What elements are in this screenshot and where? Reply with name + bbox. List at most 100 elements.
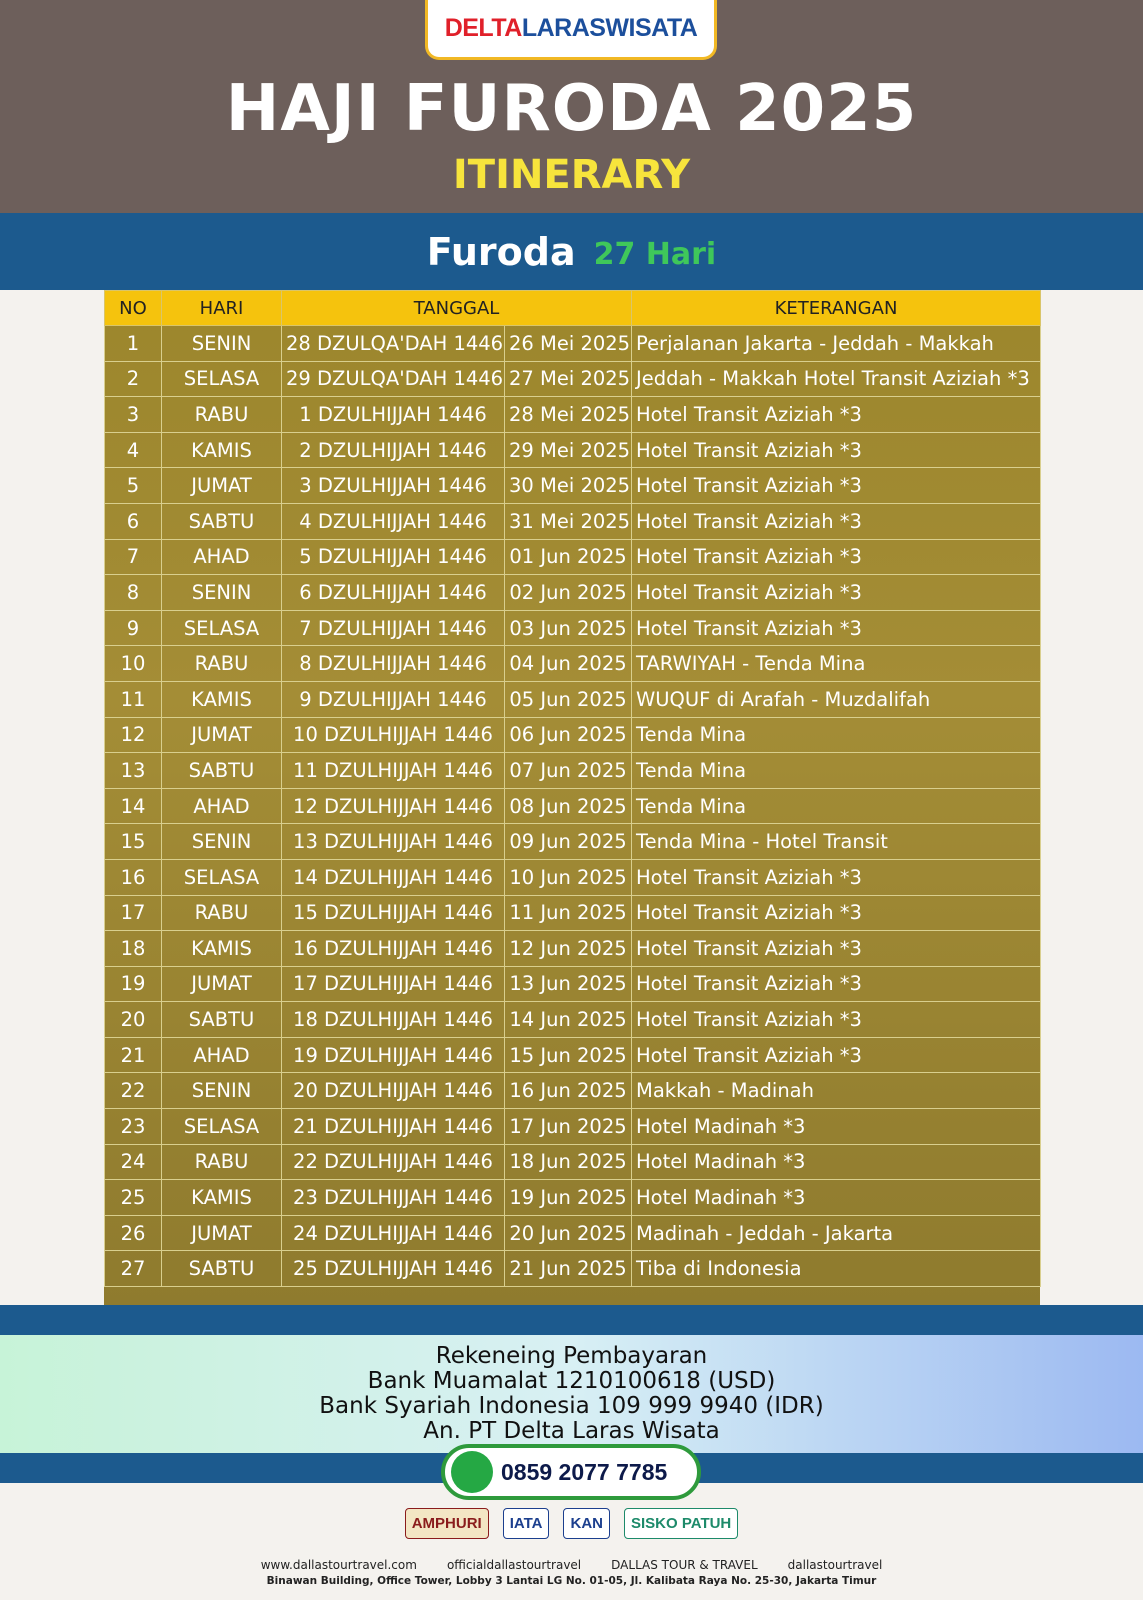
cell: 20 xyxy=(104,1001,162,1038)
footer-link[interactable]: www.dallastourtravel.com xyxy=(260,1558,417,1572)
itinerary-table: NO HARI TANGGAL KETERANGAN 1 SENIN 28 DZULQA'… xyxy=(104,290,1041,1288)
cell: SELASA xyxy=(161,360,282,398)
footer-link[interactable]: DALLAS TOUR & TRAVEL xyxy=(611,1558,758,1572)
itinerary-row: 1 SENIN 28 DZULQA'DAH 1446 26 Mei 2025 Perja… xyxy=(104,325,1041,362)
cell: Tenda Mina xyxy=(631,787,1041,825)
payment-line: An. PT Delta Laras Wisata xyxy=(423,1418,720,1444)
itinerary-row: 27 SABTU 25 DZULHIJJAH 1446 21 Jun 2025 Tiba… xyxy=(104,1250,1041,1288)
footer-link[interactable]: dallastourtravel xyxy=(787,1558,883,1572)
itinerary-row: 12 JUMAT 10 DZULHIJJAH 1446 06 Jun 2025 Tend… xyxy=(104,716,1041,754)
cell: 18 Jun 2025 xyxy=(504,1143,632,1181)
cell: SELASA xyxy=(161,609,282,647)
cell: 25 DZULHIJJAH 1446 xyxy=(281,1250,505,1288)
cell: SABTU xyxy=(161,502,282,540)
cell: 10 xyxy=(104,645,162,682)
cell: 18 xyxy=(104,930,162,967)
cell: 07 Jun 2025 xyxy=(504,752,632,789)
cell: TARWIYAH - Tenda Mina xyxy=(631,645,1041,682)
cell: SENIN xyxy=(161,325,282,362)
cell: 11 Jun 2025 xyxy=(504,894,632,932)
cell: 6 DZULHIJJAH 1446 xyxy=(281,574,505,611)
payment-line: Bank Syariah Indonesia 109 999 9940 (IDR… xyxy=(319,1393,824,1419)
cell: Hotel Madinah *3 xyxy=(631,1179,1041,1216)
cell: 13 xyxy=(104,752,162,789)
cell: 2 xyxy=(104,360,162,398)
cell: 30 Mei 2025 xyxy=(504,467,632,504)
phone-icon xyxy=(451,1451,493,1493)
cell: WUQUF di Arafah - Muzdalifah xyxy=(631,680,1041,718)
cell: Tenda Mina xyxy=(631,716,1041,754)
itinerary-row: 16 SELASA 14 DZULHIJJAH 1446 10 Jun 2025 Hot… xyxy=(104,858,1041,896)
itinerary-row: 8 SENIN 6 DZULHIJJAH 1446 02 Jun 2025 Hotel … xyxy=(104,574,1041,611)
cell: 14 DZULHIJJAH 1446 xyxy=(281,858,505,896)
footer-link[interactable]: officialdallastourtravel xyxy=(446,1558,582,1572)
cell: 19 Jun 2025 xyxy=(504,1179,632,1216)
cell: Hotel Transit Aziziah *3 xyxy=(631,431,1041,469)
cell: 9 xyxy=(104,609,162,647)
cell: JUMAT xyxy=(161,1214,282,1252)
cell: 4 xyxy=(104,431,162,469)
cell: Hotel Transit Aziziah *3 xyxy=(631,574,1041,611)
cell: Hotel Transit Aziziah *3 xyxy=(631,396,1041,433)
cell: 26 Mei 2025 xyxy=(504,325,632,362)
cell: 31 Mei 2025 xyxy=(504,502,632,540)
cell: 15 xyxy=(104,823,162,860)
cell: Tenda Mina - Hotel Transit xyxy=(631,823,1041,860)
cell: 24 xyxy=(104,1143,162,1181)
partner-logo: KAN xyxy=(563,1508,610,1539)
cell: AHAD xyxy=(161,538,282,576)
itinerary-row: 6 SABTU 4 DZULHIJJAH 1446 31 Mei 2025 Hotel … xyxy=(104,502,1041,540)
cell: 23 DZULHIJJAH 1446 xyxy=(281,1179,505,1216)
partner-logo: SISKO PATUH xyxy=(623,1508,739,1539)
cell: 4 DZULHIJJAH 1446 xyxy=(281,502,505,540)
cell: 06 Jun 2025 xyxy=(504,716,632,754)
cell: SABTU xyxy=(161,1250,282,1288)
cell: Makkah - Madinah xyxy=(631,1072,1041,1110)
logo-part: LARASWISATA xyxy=(521,14,698,42)
logo: DELTA LARASWISATA xyxy=(425,0,717,60)
itinerary-row: 5 JUMAT 3 DZULHIJJAH 1446 30 Mei 2025 Hotel … xyxy=(104,467,1041,504)
cell: KAMIS xyxy=(161,680,282,718)
cell: 23 xyxy=(104,1108,162,1145)
cell: KAMIS xyxy=(161,431,282,469)
cell: 04 Jun 2025 xyxy=(504,645,632,682)
cell: 17 Jun 2025 xyxy=(504,1108,632,1145)
itinerary: NO HARI TANGGAL KETERANGAN 1 SENIN 28 DZULQA'… xyxy=(104,290,1041,1305)
cell: 16 Jun 2025 xyxy=(504,1072,632,1110)
cell: 09 Jun 2025 xyxy=(504,823,632,860)
itinerary-row: 20 SABTU 18 DZULHIJJAH 1446 14 Jun 2025 Hote… xyxy=(104,1001,1041,1038)
itinerary-row: 9 SELASA 7 DZULHIJJAH 1446 03 Jun 2025 Hotel… xyxy=(104,609,1041,647)
cell: 17 xyxy=(104,894,162,932)
itinerary-row: 7 AHAD 5 DZULHIJJAH 1446 01 Jun 2025 Hotel T… xyxy=(104,538,1041,576)
cell: RABU xyxy=(161,1143,282,1181)
cell: 13 DZULHIJJAH 1446 xyxy=(281,823,505,860)
banner: Furoda 27 Hari xyxy=(0,213,1143,290)
header-row: NO HARI TANGGAL KETERANGAN xyxy=(104,290,1041,326)
cell: 2 DZULHIJJAH 1446 xyxy=(281,431,505,469)
column-header: TANGGAL xyxy=(281,290,632,326)
cell: Hotel Madinah *3 xyxy=(631,1108,1041,1145)
itinerary-row: 21 AHAD 19 DZULHIJJAH 1446 15 Jun 2025 Hotel… xyxy=(104,1036,1041,1074)
cell: SELASA xyxy=(161,858,282,896)
phone-button[interactable]: 0859 2077 7785 xyxy=(441,1444,701,1500)
itinerary-row: 23 SELASA 21 DZULHIJJAH 1446 17 Jun 2025 Hot… xyxy=(104,1108,1041,1145)
cell: 29 DZULQA'DAH 1446 xyxy=(281,360,505,398)
cell: SENIN xyxy=(161,823,282,860)
column-header: HARI xyxy=(161,290,282,326)
itinerary-row: 14 AHAD 12 DZULHIJJAH 1446 08 Jun 2025 Tenda… xyxy=(104,787,1041,825)
cell: RABU xyxy=(161,645,282,682)
itinerary-row: 25 KAMIS 23 DZULHIJJAH 1446 19 Jun 2025 Hote… xyxy=(104,1179,1041,1216)
footer-address: Binawan Building, Office Tower, Lobby 3 … xyxy=(266,1575,877,1587)
cell: 27 Mei 2025 xyxy=(504,360,632,398)
cell: 08 Jun 2025 xyxy=(504,787,632,825)
subtitle: ITINERARY xyxy=(452,152,691,198)
cell: SABTU xyxy=(161,752,282,789)
divider xyxy=(0,1305,1143,1335)
cell: Hotel Transit Aziziah *3 xyxy=(631,467,1041,504)
logo-part: DELTA xyxy=(444,14,523,42)
cell: 14 Jun 2025 xyxy=(504,1001,632,1038)
cell: 10 DZULHIJJAH 1446 xyxy=(281,716,505,754)
cell: 02 Jun 2025 xyxy=(504,574,632,611)
cell: KAMIS xyxy=(161,930,282,967)
